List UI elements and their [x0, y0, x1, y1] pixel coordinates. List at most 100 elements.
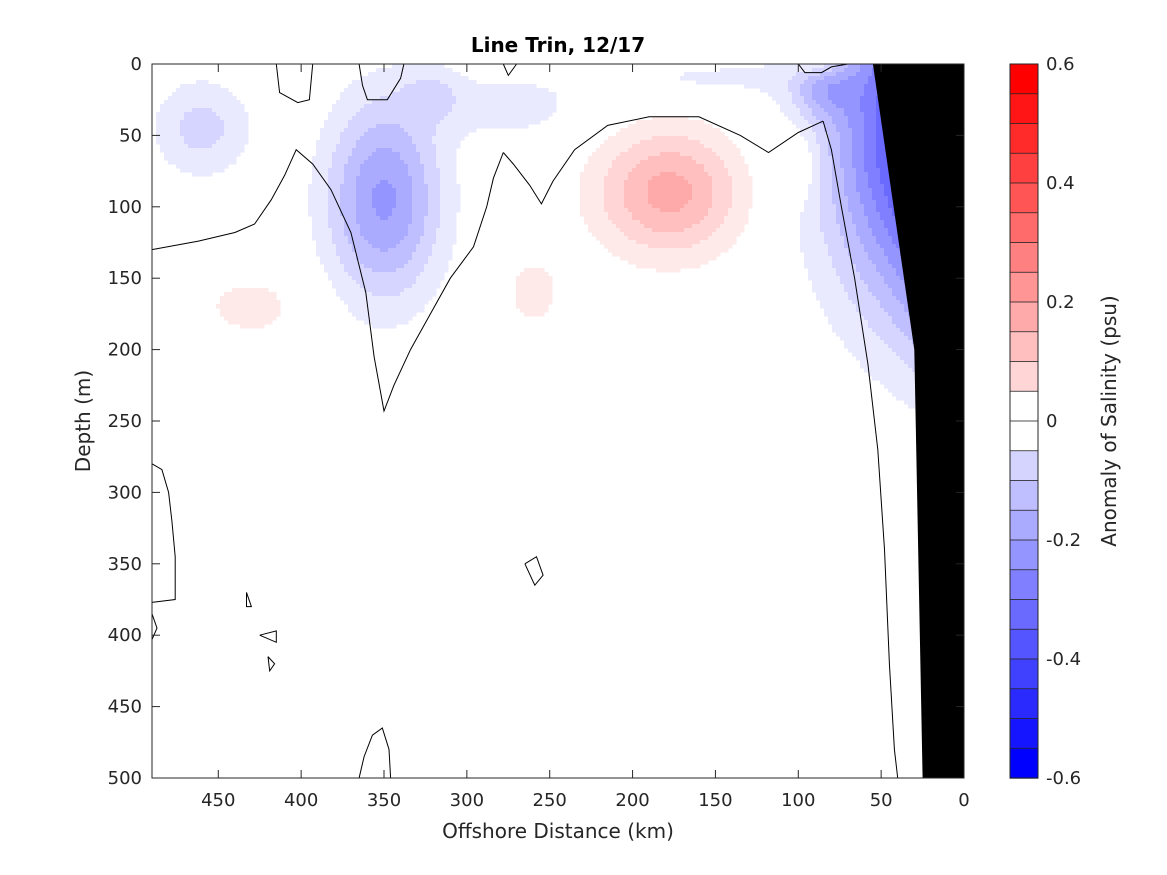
contour-cell	[212, 116, 217, 121]
contour-cell	[640, 212, 645, 217]
contour-cell	[396, 212, 401, 217]
contour-cell	[888, 192, 893, 197]
contour-cell	[848, 100, 853, 105]
contour-cell	[384, 132, 389, 137]
contour-cell	[344, 108, 349, 113]
contour-cell	[812, 80, 817, 85]
contour-cell	[364, 160, 369, 165]
contour-cell	[364, 188, 369, 193]
contour-cell	[616, 136, 621, 141]
contour-cell	[644, 128, 649, 133]
contour-cell	[668, 148, 673, 153]
contour-cell	[728, 144, 733, 149]
contour-cell	[848, 160, 853, 165]
contour-cell	[676, 128, 681, 133]
contour-cell	[600, 160, 605, 165]
contour-cell	[384, 116, 389, 121]
contour-cell	[740, 72, 745, 77]
contour-cell	[336, 164, 341, 169]
contour-cell	[204, 116, 209, 121]
contour-cell	[832, 212, 837, 217]
contour-cell	[652, 144, 657, 149]
contour-cell	[816, 116, 821, 121]
contour-cell	[404, 136, 409, 141]
contour-cell	[160, 128, 165, 133]
contour-cell	[620, 200, 625, 205]
contour-cell	[672, 176, 677, 181]
contour-cell	[412, 172, 417, 177]
contour-cell	[828, 112, 833, 117]
contour-cell	[356, 152, 361, 157]
contour-cell	[832, 228, 837, 233]
contour-cell	[472, 120, 477, 125]
contour-cell	[864, 224, 869, 229]
contour-cell	[372, 184, 377, 189]
contour-cell	[680, 172, 685, 177]
contour-cell	[420, 156, 425, 161]
contour-cell	[824, 208, 829, 213]
contour-cell	[424, 148, 429, 153]
contour-cell	[684, 128, 689, 133]
contour-cell	[480, 104, 485, 109]
contour-cell	[404, 176, 409, 181]
contour-cell	[832, 76, 837, 81]
contour-cell	[700, 132, 705, 137]
contour-cell	[848, 88, 853, 93]
contour-cell	[812, 188, 817, 193]
contour-cell	[432, 172, 437, 177]
contour-cell	[852, 140, 857, 145]
contour-cell	[712, 152, 717, 157]
contour-cell	[828, 200, 833, 205]
contour-cell	[724, 160, 729, 165]
contour-cell	[816, 176, 821, 181]
contour-cell	[868, 84, 873, 89]
contour-cell	[652, 216, 657, 221]
contour-cell	[244, 132, 249, 137]
contour-cell	[740, 216, 745, 221]
contour-cell	[224, 164, 229, 169]
contour-cell	[736, 168, 741, 173]
contour-cell	[712, 224, 717, 229]
contour-cell	[208, 156, 213, 161]
contour-cell	[812, 96, 817, 101]
contour-cell	[408, 80, 413, 85]
contour-cell	[388, 156, 393, 161]
contour-cell	[208, 88, 213, 93]
contour-cell	[440, 156, 445, 161]
contour-cell	[872, 208, 877, 213]
contour-cell	[644, 188, 649, 193]
contour-cell	[808, 208, 813, 213]
contour-cell	[196, 80, 201, 85]
contour-cell	[356, 128, 361, 133]
contour-cell	[416, 88, 421, 93]
contour-cell	[364, 140, 369, 145]
contour-cell	[840, 196, 845, 201]
contour-cell	[592, 164, 597, 169]
contour-cell	[372, 212, 377, 217]
contour-cell	[728, 168, 733, 173]
contour-cell	[700, 204, 705, 209]
contour-cell	[588, 208, 593, 213]
contour-cell	[428, 64, 433, 69]
contour-cell	[844, 216, 849, 221]
contour-cell	[600, 156, 605, 161]
contour-cell	[796, 120, 801, 125]
contour-cell	[652, 172, 657, 177]
contour-cell	[408, 108, 413, 113]
contour-cell	[680, 156, 685, 161]
contour-cell	[632, 228, 637, 233]
contour-cell	[360, 132, 365, 137]
contour-cell	[804, 88, 809, 93]
contour-cell	[852, 68, 857, 73]
contour-cell	[732, 164, 737, 169]
contour-cell	[240, 148, 245, 153]
contour-cell	[876, 224, 881, 229]
contour-cell	[368, 120, 373, 125]
contour-cell	[888, 196, 893, 201]
contour-cell	[684, 228, 689, 233]
contour-cell	[372, 148, 377, 153]
contour-cell	[592, 176, 597, 181]
contour-cell	[440, 80, 445, 85]
contour-cell	[424, 180, 429, 185]
contour-cell	[316, 140, 321, 145]
